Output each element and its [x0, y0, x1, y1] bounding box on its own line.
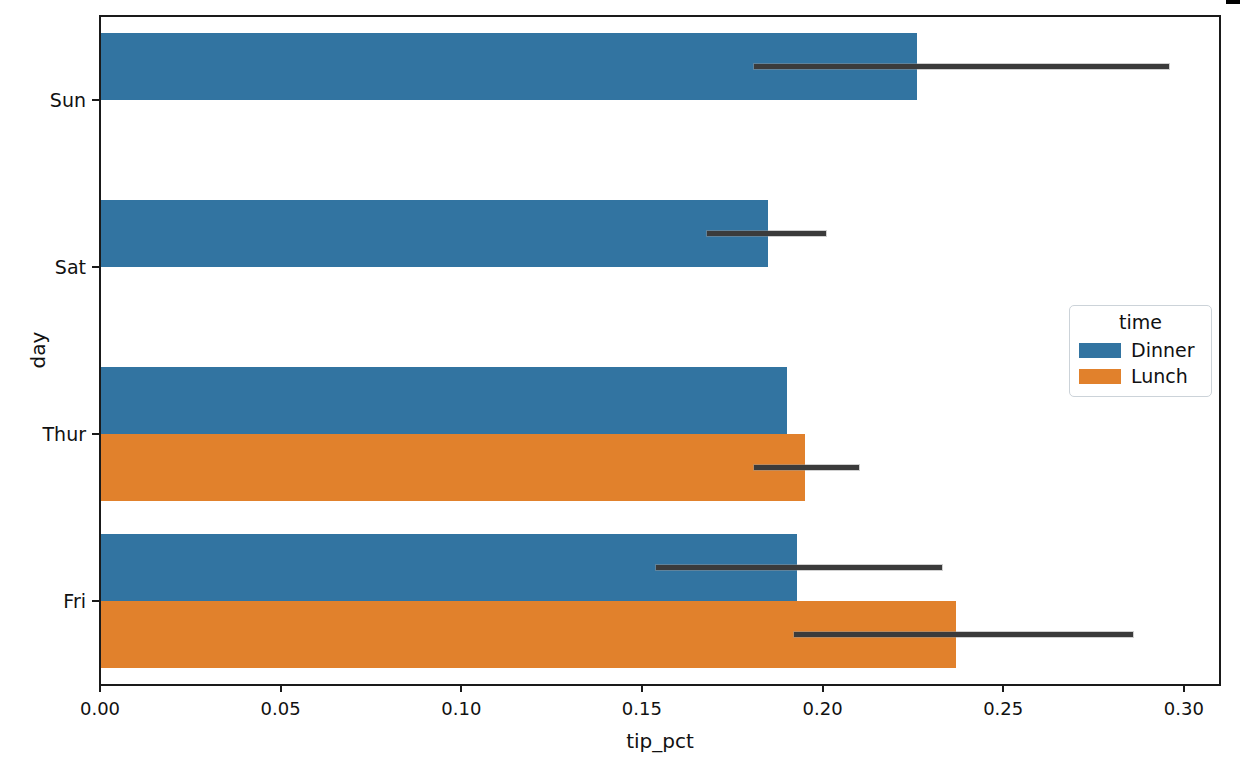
x-tick-mark: [99, 685, 101, 692]
legend-swatch-lunch: [1079, 369, 1121, 384]
legend-swatch-dinner: [1079, 343, 1121, 358]
x-tick-label: 0.10: [441, 698, 481, 719]
x-tick-label: 0.15: [622, 698, 662, 719]
bar-thur-lunch: [101, 434, 805, 501]
error-bar-fri-lunch: [794, 632, 1134, 637]
legend: time Dinner Lunch: [1069, 305, 1212, 397]
y-tick-label-sat: Sat: [14, 255, 86, 279]
x-tick-label: 0.25: [983, 698, 1023, 719]
legend-entry-dinner: Dinner: [1070, 341, 1211, 360]
x-tick-mark: [1002, 685, 1004, 692]
y-tick-label-sun: Sun: [14, 88, 86, 112]
error-bar-thur-lunch: [754, 465, 859, 470]
y-tick-mark: [92, 600, 100, 602]
x-tick-mark: [641, 685, 643, 692]
figure: 0.00 0.05 0.10 0.15 0.20 0.25 0.30 Sun Sat Thur Fr…: [0, 0, 1240, 762]
legend-entry-lunch: Lunch: [1070, 367, 1211, 386]
error-bar-fri-dinner: [656, 565, 941, 570]
bar-sat-dinner: [101, 200, 768, 267]
x-tick-mark: [460, 685, 462, 692]
y-tick-mark: [92, 433, 100, 435]
x-tick-mark: [822, 685, 824, 692]
legend-title: time: [1070, 310, 1211, 334]
y-tick-label-thur: Thur: [14, 422, 86, 446]
x-tick-mark: [280, 685, 282, 692]
y-axis-label: day: [26, 332, 50, 369]
x-tick-label: 0.30: [1164, 698, 1204, 719]
y-tick-mark: [92, 99, 100, 101]
error-bar-sat-dinner: [707, 231, 826, 236]
error-bar-sun-dinner: [754, 64, 1170, 69]
screen-corner-artifact: [1226, 0, 1240, 4]
x-axis-label: tip_pct: [626, 729, 694, 753]
bar-thur-dinner: [101, 367, 787, 434]
x-tick-label: 0.20: [803, 698, 843, 719]
legend-label: Dinner: [1131, 341, 1195, 360]
x-tick-mark: [1183, 685, 1185, 692]
x-tick-label: 0.05: [261, 698, 301, 719]
y-tick-mark: [92, 266, 100, 268]
y-tick-label-fri: Fri: [14, 589, 86, 613]
legend-label: Lunch: [1131, 367, 1188, 386]
legend-entries: Dinner Lunch: [1070, 341, 1211, 386]
x-tick-label: 0.00: [80, 698, 120, 719]
